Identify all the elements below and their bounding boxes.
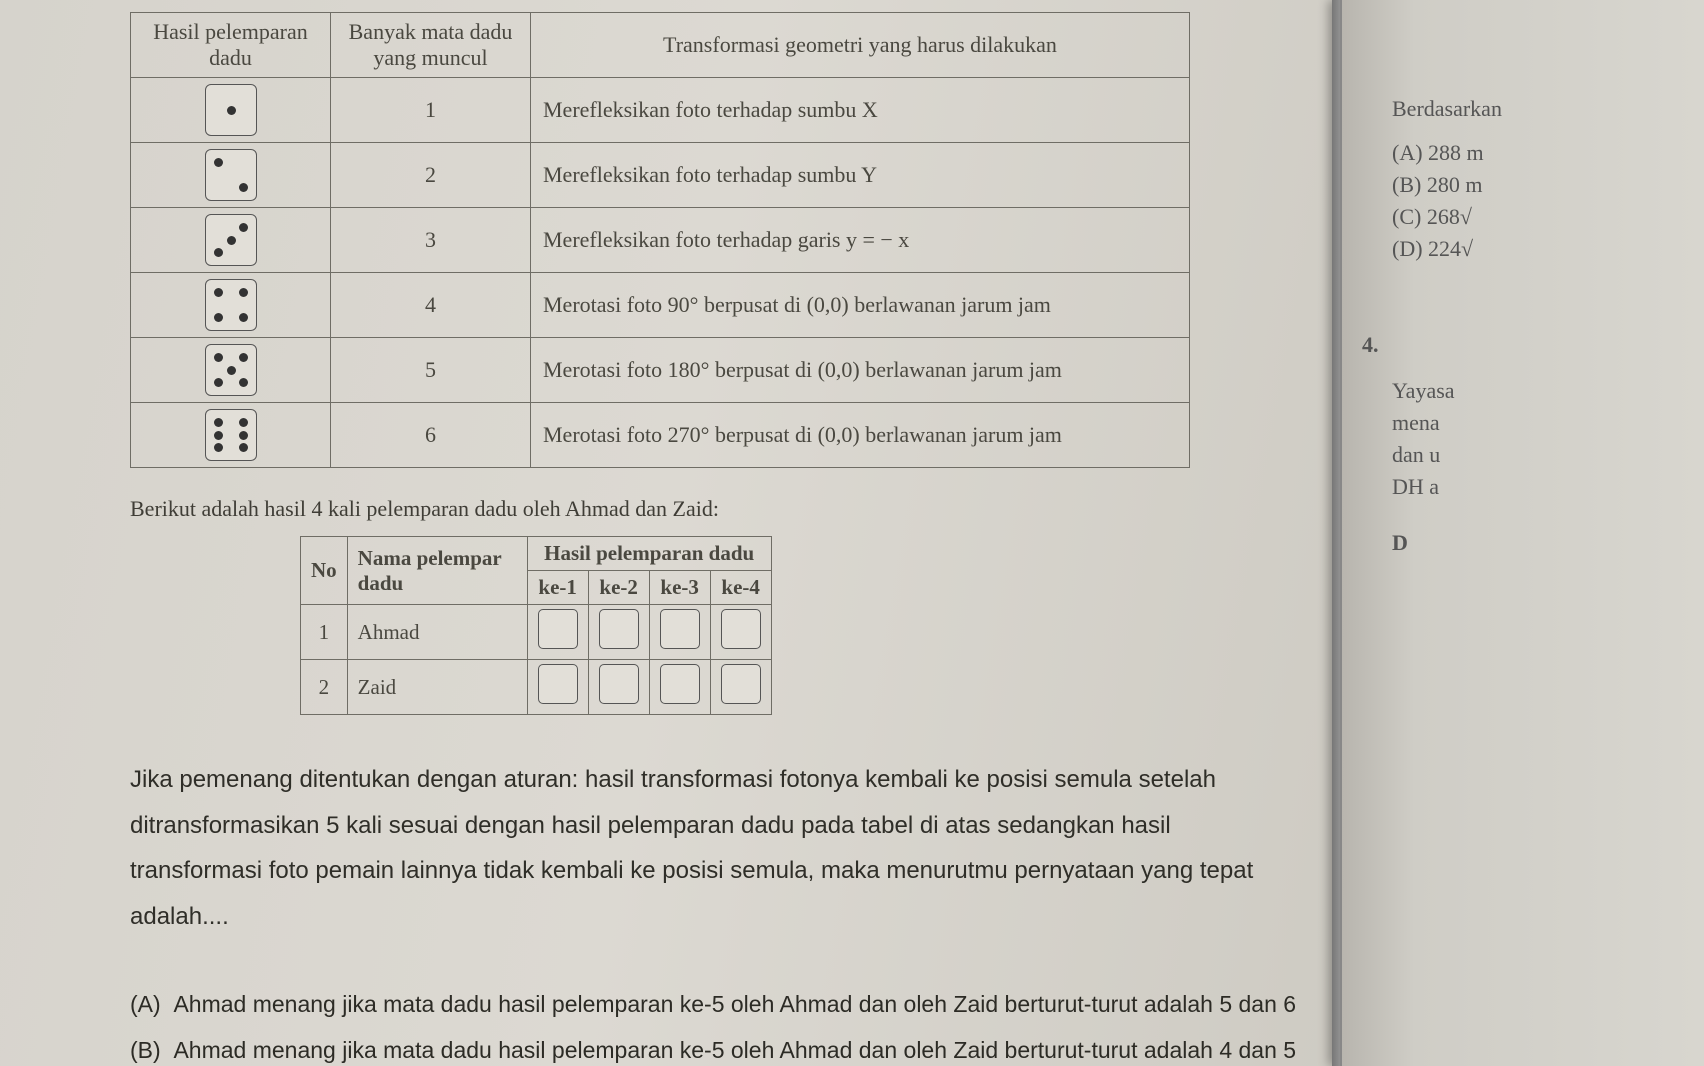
th-trans: Transformasi geometri yang harus dilakuk… xyxy=(531,13,1190,78)
die-small xyxy=(721,664,761,704)
intro-text: Berikut adalah hasil 4 kali pelemparan d… xyxy=(130,496,1300,522)
th-ke1: ke-1 xyxy=(527,571,588,605)
right-opt-b: (B) 280 m xyxy=(1392,172,1704,198)
table-row: 3 Merefleksikan foto terhadap garis y = … xyxy=(131,208,1190,273)
right-line: DH a xyxy=(1392,474,1704,500)
throws-table: No Nama pelempar dadu Hasil pelemparan d… xyxy=(300,536,772,715)
die-6 xyxy=(205,409,257,461)
table-row: 2 Merefleksikan foto terhadap sumbu Y xyxy=(131,143,1190,208)
right-line: dan u xyxy=(1392,442,1704,468)
die-5 xyxy=(205,344,257,396)
die-4 xyxy=(205,279,257,331)
th-ke2: ke-2 xyxy=(588,571,649,605)
die-small xyxy=(721,609,761,649)
table-row: 1 Ahmad xyxy=(301,605,772,660)
question-text: Jika pemenang ditentukan dengan aturan: … xyxy=(130,757,1300,939)
th-nama: Nama pelempar dadu xyxy=(347,537,527,605)
table-row: 6 Merotasi foto 270° berpusat di (0,0) b… xyxy=(131,403,1190,468)
table-row: 4 Merotasi foto 90° berpusat di (0,0) be… xyxy=(131,273,1190,338)
die-small xyxy=(660,664,700,704)
table-row: 1 Merefleksikan foto terhadap sumbu X xyxy=(131,78,1190,143)
die-1 xyxy=(205,84,257,136)
die-small xyxy=(538,609,578,649)
right-line: mena xyxy=(1392,410,1704,436)
right-opt-d: (D) 224√ xyxy=(1392,236,1704,262)
th-hasil: Hasil pelemparan dadu xyxy=(131,13,331,78)
table-row: 2 Zaid xyxy=(301,660,772,715)
left-page: Hasil pelemparan dadu Banyak mata dadu y… xyxy=(0,0,1340,1066)
die-small xyxy=(599,609,639,649)
th-hasil: Hasil pelemparan dadu xyxy=(527,537,771,571)
th-no: No xyxy=(301,537,348,605)
right-line: D xyxy=(1392,530,1704,556)
transformation-table: Hasil pelemparan dadu Banyak mata dadu y… xyxy=(130,12,1190,468)
die-small xyxy=(538,664,578,704)
option-b: (B) Ahmad menang jika mata dadu hasil pe… xyxy=(130,1027,1300,1066)
th-banyak: Banyak mata dadu yang muncul xyxy=(331,13,531,78)
right-q4: 4. xyxy=(1362,332,1704,358)
right-opt-a: (A) 288 m xyxy=(1392,140,1704,166)
options-block: (A) Ahmad menang jika mata dadu hasil pe… xyxy=(130,981,1300,1066)
right-opt-c: (C) 268√ xyxy=(1392,204,1704,230)
die-3 xyxy=(205,214,257,266)
th-ke4: ke-4 xyxy=(710,571,771,605)
table-row: 5 Merotasi foto 180° berpusat di (0,0) b… xyxy=(131,338,1190,403)
die-small xyxy=(660,609,700,649)
right-line: Yayasa xyxy=(1392,378,1704,404)
th-ke3: ke-3 xyxy=(649,571,710,605)
right-heading: Berdasarkan xyxy=(1392,96,1704,122)
option-a: (A) Ahmad menang jika mata dadu hasil pe… xyxy=(130,981,1300,1027)
die-small xyxy=(599,664,639,704)
die-2 xyxy=(205,149,257,201)
right-page: Berdasarkan (A) 288 m (B) 280 m (C) 268√… xyxy=(1340,0,1704,1066)
